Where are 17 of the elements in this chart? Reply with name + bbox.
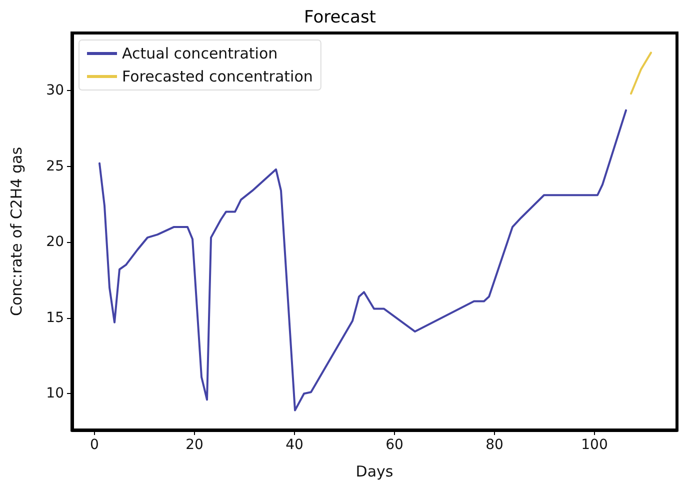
y-tick-label: 30 — [46, 82, 64, 99]
legend-label: Forecasted concentration — [122, 68, 313, 86]
legend-label: Actual concentration — [122, 44, 278, 62]
chart-title: Forecast — [304, 8, 376, 28]
x-tick-label: 0 — [90, 437, 99, 453]
y-tick-label: 20 — [46, 234, 64, 250]
y-tick-label: 15 — [46, 310, 64, 326]
x-tick-label: 60 — [386, 437, 404, 453]
y-tick-label: 25 — [46, 158, 64, 174]
x-axis-title: Days — [356, 462, 394, 480]
x-tick-label: 80 — [486, 437, 504, 453]
x-tick-label: 100 — [581, 437, 608, 453]
line-series — [98, 109, 627, 412]
y-axis-title: Conc:rate of C2H4 gas — [8, 146, 26, 316]
y-tick-label: 10 — [46, 386, 64, 402]
x-tick-label: 20 — [186, 437, 204, 453]
x-tick-label: 40 — [286, 437, 304, 453]
